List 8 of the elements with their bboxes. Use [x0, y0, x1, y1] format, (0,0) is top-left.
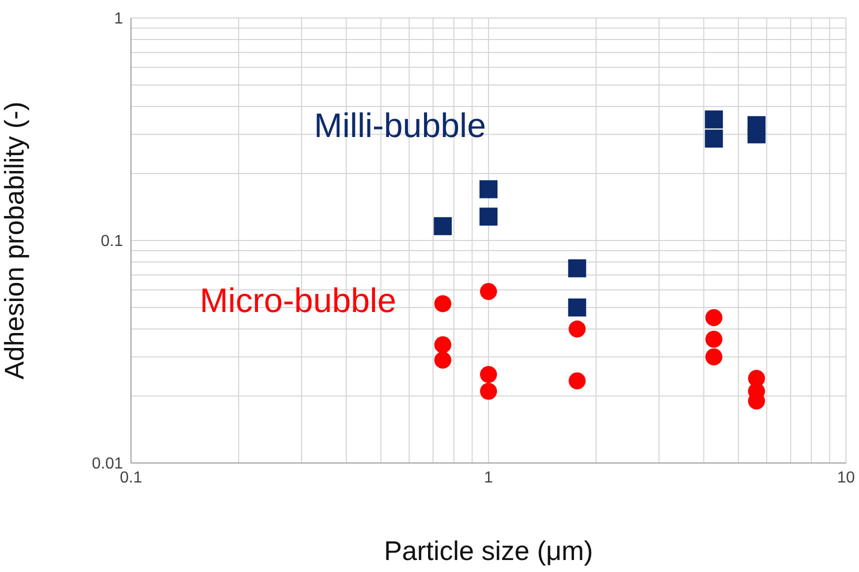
y-axis-title: Adhesion probability (-)	[0, 102, 30, 380]
x-tick-label: 1	[484, 469, 494, 486]
x-axis-title: Particle size (μm)	[384, 536, 594, 566]
series-label: Milli-bubble	[314, 107, 486, 145]
x-tick-label: 10	[837, 469, 855, 486]
y-tick-label: 0.1	[100, 233, 124, 250]
y-tick-label: 1	[114, 10, 124, 28]
series-label: Micro-bubble	[200, 282, 396, 320]
